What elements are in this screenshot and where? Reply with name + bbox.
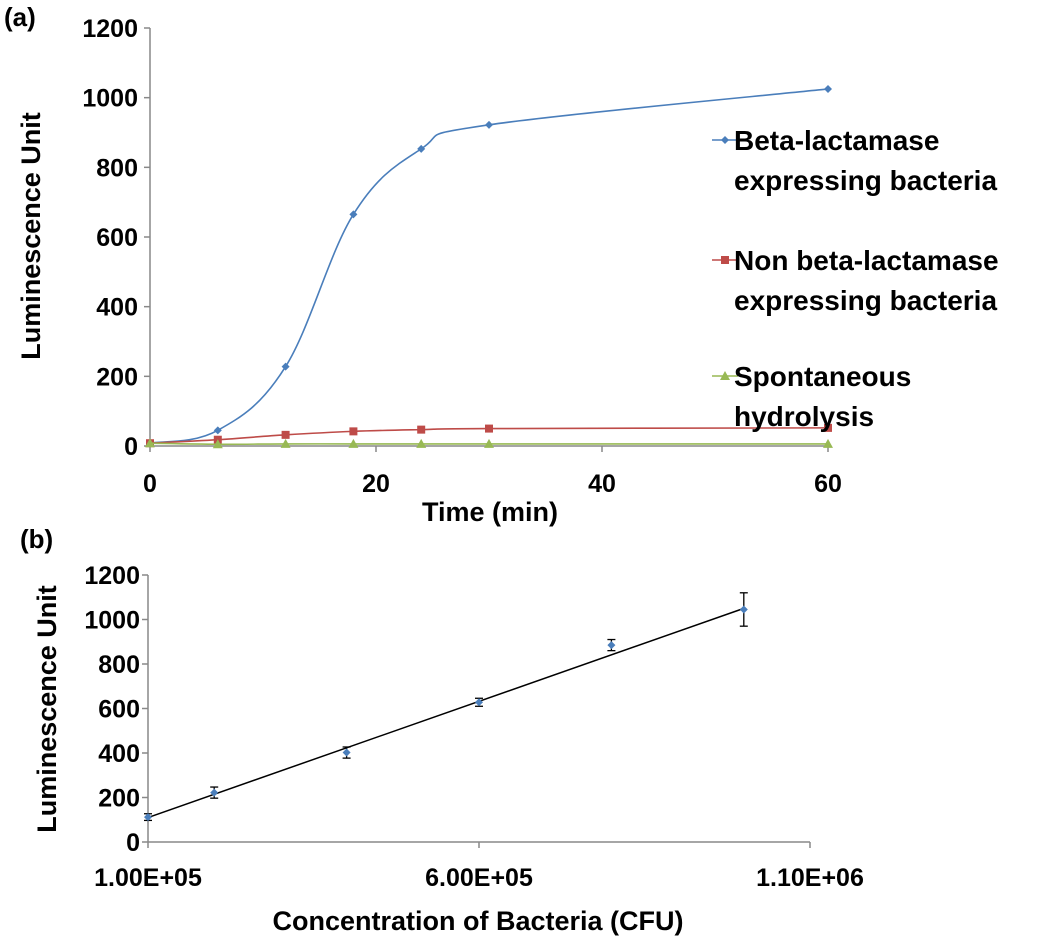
panel-a-axes: 0 200 400 600 800 1000 1200 0 20 40 60 xyxy=(82,15,842,498)
panel-a-y-tick-label: 400 xyxy=(96,294,138,322)
data-point-spontaneous-hydrolysis xyxy=(823,438,833,448)
series-line-beta-lactamase xyxy=(149,88,829,444)
legend-label-spontaneous-hydrolysis: Spontaneous xyxy=(734,361,911,392)
panel-a-x-tick-label: 20 xyxy=(362,470,390,498)
data-point-spontaneous-hydrolysis xyxy=(348,438,359,448)
panel-b-y-tick-label: 0 xyxy=(126,829,140,857)
panel-b-y-tick-label: 600 xyxy=(98,696,140,724)
panel-a-chart: (a) 0 200 400 600 800 1000 1200 0 20 40 60 Time (m… xyxy=(4,2,999,527)
panel-a-x-tick-label: 0 xyxy=(143,470,157,498)
legend-marker-spontaneous-hydrolysis xyxy=(720,371,730,380)
panel-b-y-tick-label: 1000 xyxy=(84,607,140,635)
series-line-non-beta-lactamase xyxy=(149,427,829,445)
panel-a-y-tick-label: 200 xyxy=(96,363,138,391)
data-point xyxy=(342,748,351,757)
legend-item-non-beta-lactamase: Non beta-lactamase expressing bacteria xyxy=(712,245,999,316)
panel-a-y-tick-label: 0 xyxy=(124,433,138,461)
data-point-non-beta-lactamase xyxy=(417,425,426,434)
data-point xyxy=(475,698,483,707)
panel-a-y-tick-label: 1000 xyxy=(82,85,138,113)
data-point-non-beta-lactamase xyxy=(281,430,290,439)
data-point-non-beta-lactamase xyxy=(485,424,493,433)
legend-label-non-beta-lactamase: Non beta-lactamase xyxy=(734,245,999,276)
panel-b-y-tick-label: 1200 xyxy=(84,562,140,590)
data-point-beta-lactamase xyxy=(349,210,358,219)
panel-b-y-tick-label: 400 xyxy=(98,740,140,768)
data-point-group xyxy=(475,697,483,707)
data-point-beta-lactamase xyxy=(485,120,493,129)
data-point-spontaneous-hydrolysis xyxy=(416,438,427,448)
panel-b-y-tick-label: 800 xyxy=(98,651,140,679)
panel-b-y-tick-label: 200 xyxy=(98,785,140,813)
data-point-spontaneous-hydrolysis xyxy=(145,438,155,448)
data-point xyxy=(739,605,748,614)
data-point-beta-lactamase xyxy=(281,362,290,371)
data-point-spontaneous-hydrolysis xyxy=(212,439,223,449)
legend-label-non-beta-lactamase: expressing bacteria xyxy=(734,285,997,316)
trendline xyxy=(147,607,745,819)
series-spontaneous-hydrolysis xyxy=(145,438,833,449)
panel-a-x-tick-label: 40 xyxy=(588,470,616,498)
panel-a-y-tick-label: 800 xyxy=(96,154,138,182)
panel-a-y-tick-label: 600 xyxy=(96,224,138,252)
legend-label-beta-lactamase: Beta-lactamase xyxy=(734,125,939,156)
panel-b-y-axis-title: Luminescence Unit xyxy=(32,585,62,833)
panel-a-y-tick-label: 1200 xyxy=(82,15,138,43)
panel-a-y-axis-title: Luminescence Unit xyxy=(16,112,46,360)
panel-a-x-axis-title: Time (min) xyxy=(422,497,558,527)
legend-item-beta-lactamase: Beta-lactamase expressing bacteria xyxy=(712,125,997,196)
data-point-group xyxy=(210,786,219,799)
panel-b-x-tick-label: 1.10E+06 xyxy=(756,864,864,892)
legend-marker-beta-lactamase xyxy=(721,136,729,144)
legend-item-spontaneous-hydrolysis: Spontaneous hydrolysis xyxy=(712,361,911,432)
legend-label-beta-lactamase: expressing bacteria xyxy=(734,165,997,196)
data-point-non-beta-lactamase xyxy=(349,427,358,436)
panel-b-chart: (b) 0 200 400 600 800 1000 1200 1.00E+05 6.00E+0… xyxy=(20,524,864,936)
data-point-group xyxy=(607,638,616,652)
data-point xyxy=(607,641,616,650)
panel-b-x-tick-label: 1.00E+05 xyxy=(94,864,202,892)
panel-a-plot-area xyxy=(145,84,833,449)
data-point xyxy=(144,813,152,822)
data-point-beta-lactamase xyxy=(417,144,426,153)
panel-a-label: (a) xyxy=(4,2,36,32)
panel-b-x-axis-title: Concentration of Bacteria (CFU) xyxy=(272,906,683,936)
panel-b-label: (b) xyxy=(20,524,53,554)
data-point-beta-lactamase xyxy=(213,426,222,435)
legend-marker-non-beta-lactamase xyxy=(721,256,729,264)
data-point-non-beta-lactamase xyxy=(824,423,832,432)
series-line-spontaneous-hydrolysis xyxy=(149,442,829,446)
panel-b-axes: 0 200 400 600 800 1000 1200 1.00E+05 6.00E+05 1.1… xyxy=(84,562,864,892)
data-point-group xyxy=(144,813,152,822)
data-point-beta-lactamase xyxy=(824,84,832,93)
panel-a-x-tick-label: 60 xyxy=(814,470,842,498)
data-point-spontaneous-hydrolysis xyxy=(280,438,291,448)
data-point-group xyxy=(739,592,748,627)
legend-label-spontaneous-hydrolysis: hydrolysis xyxy=(734,401,874,432)
panel-b-x-tick-label: 6.00E+05 xyxy=(425,864,533,892)
data-point-group xyxy=(342,746,351,759)
data-point xyxy=(210,788,219,797)
data-point-spontaneous-hydrolysis xyxy=(484,438,494,448)
panel-b-plot-area xyxy=(144,592,748,822)
